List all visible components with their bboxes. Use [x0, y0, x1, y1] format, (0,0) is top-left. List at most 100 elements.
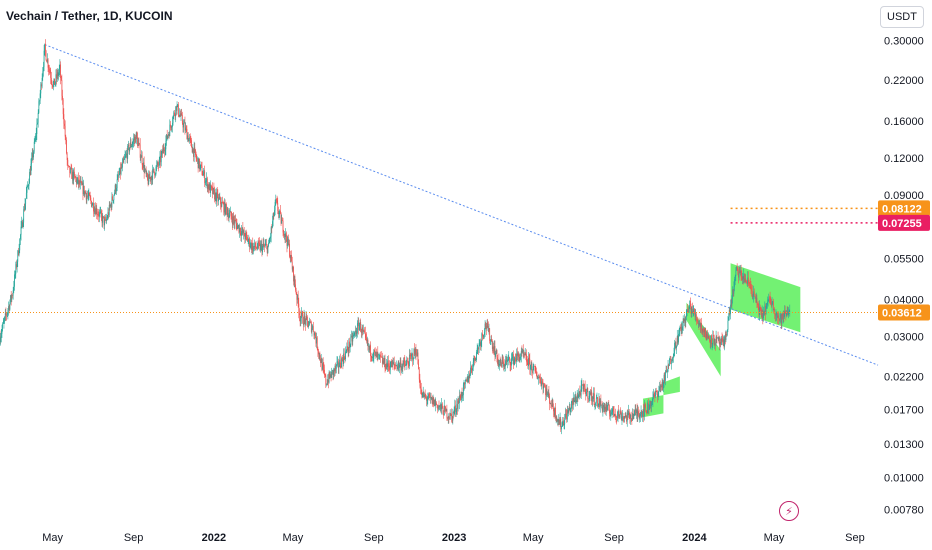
candle-body — [263, 243, 265, 247]
candle-body — [724, 335, 726, 347]
candle-body — [446, 409, 448, 419]
candle-body — [754, 296, 756, 298]
candle-body — [499, 364, 500, 366]
candle-body — [521, 350, 523, 353]
candle-body — [98, 214, 100, 217]
candle-body — [31, 157, 32, 165]
candle-body — [19, 239, 21, 251]
candle-body — [666, 371, 668, 373]
candle-body — [341, 358, 342, 368]
candle-body — [545, 388, 547, 396]
lightning-icon[interactable]: ⚡ — [779, 501, 799, 521]
candle-body — [328, 372, 330, 383]
candle-body — [753, 291, 755, 297]
candle-body — [161, 150, 163, 155]
candle-body — [703, 328, 704, 332]
candle-body — [295, 284, 296, 291]
candle-body — [186, 128, 188, 140]
candle-body — [383, 357, 385, 364]
candle-body — [203, 171, 205, 174]
candle-body — [21, 221, 23, 227]
candle-body — [20, 234, 21, 240]
candle-body — [312, 326, 314, 332]
candle-body — [79, 180, 81, 185]
candle-body — [222, 201, 223, 204]
candle-body — [782, 313, 783, 320]
candle-body — [270, 236, 271, 239]
candle-body — [380, 356, 382, 358]
candle-body — [742, 276, 743, 280]
candle-body — [774, 314, 776, 316]
candle-body — [583, 384, 585, 390]
candle-body — [259, 243, 261, 251]
candle-body — [547, 393, 548, 395]
candle-body — [299, 313, 300, 316]
candle-body — [108, 204, 110, 216]
candle-body — [588, 396, 590, 399]
y-tick-label: 0.01300 — [884, 439, 924, 451]
candle-body — [481, 333, 483, 341]
candle-body — [45, 43, 46, 51]
candle-body — [661, 381, 663, 388]
candle-body — [135, 136, 136, 143]
candle-body — [321, 358, 323, 370]
candle-body — [158, 165, 160, 166]
candle-body — [194, 147, 196, 150]
current-price-badge — [878, 304, 930, 321]
candle-body — [593, 393, 595, 405]
candle-body — [16, 261, 18, 268]
candle-body — [656, 391, 658, 394]
x-tick-label: May — [282, 532, 303, 544]
level-badge — [878, 214, 930, 231]
candle-body — [307, 321, 309, 327]
candle-body — [37, 112, 39, 123]
candle-body — [466, 380, 468, 382]
candle-body — [598, 398, 600, 405]
candle-body — [345, 351, 346, 360]
candle-body — [389, 366, 391, 370]
candle-body — [427, 398, 429, 400]
candle-body — [215, 192, 217, 202]
candle-body — [539, 378, 541, 383]
candle-body — [659, 386, 660, 391]
candle-body — [479, 342, 481, 344]
candle-body — [440, 404, 442, 410]
candle-body — [106, 218, 108, 221]
candle-body — [552, 400, 554, 409]
candle-body — [642, 409, 644, 414]
candle-body — [83, 185, 85, 195]
candle-body — [347, 346, 348, 351]
price-axis[interactable]: 0.30000 0.22000 0.16000 0.12000 0.09000 0.055… — [884, 35, 924, 516]
candle-body — [419, 379, 421, 387]
candle-body — [42, 71, 44, 79]
candle-body — [439, 404, 441, 406]
candle-body — [448, 416, 450, 419]
candle-body — [574, 396, 576, 401]
candle-body — [131, 145, 133, 147]
currency-button[interactable]: USDT — [880, 6, 924, 28]
candle-body — [735, 270, 737, 277]
candle-body — [199, 165, 201, 169]
candle-body — [137, 137, 138, 146]
candle-body — [383, 360, 385, 364]
candle-body — [201, 164, 202, 166]
candle-body — [227, 213, 229, 219]
candle-body — [237, 225, 238, 230]
candle-body — [617, 410, 619, 417]
candle-body — [718, 337, 720, 345]
candle-body — [149, 177, 151, 179]
candle-body — [169, 124, 171, 136]
candle-body — [147, 173, 148, 180]
candle-body — [27, 185, 29, 187]
candle-body — [79, 181, 81, 185]
time-axis[interactable]: May Sep 2022 May Sep 2023 May Sep 2024 May Sep — [42, 532, 864, 544]
candle-body — [778, 315, 780, 319]
candle-body — [653, 393, 654, 398]
candle-body — [582, 385, 584, 390]
candle-body — [180, 113, 182, 117]
candle-body — [487, 322, 489, 326]
candle-body — [39, 93, 41, 101]
candle-body — [747, 277, 749, 281]
candle-body — [250, 242, 252, 247]
